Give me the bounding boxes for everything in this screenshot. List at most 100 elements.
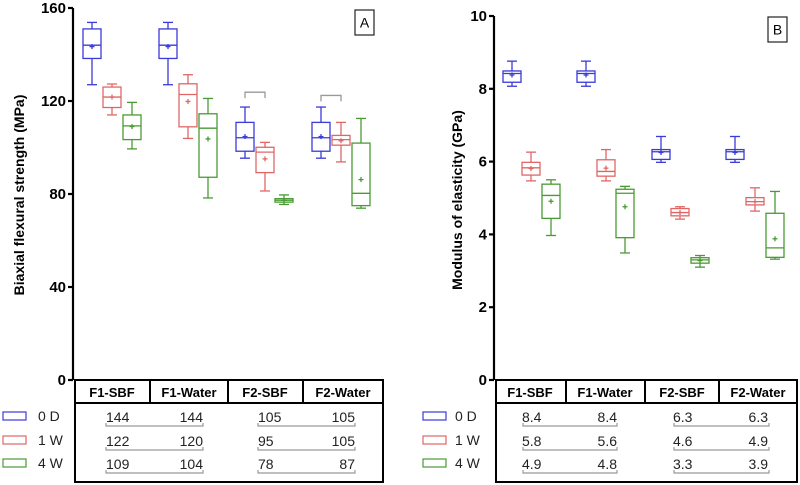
box-plot: [178, 74, 198, 140]
box-iqr: [615, 188, 635, 239]
legend-label: 1 W: [38, 432, 64, 448]
table-header: F2-SBF: [242, 385, 288, 400]
y-tick-label: 40: [49, 279, 66, 296]
box-iqr: [311, 121, 331, 152]
table-cell: 120: [180, 433, 204, 449]
box-iqr: [198, 113, 218, 178]
box-plot: [274, 194, 294, 206]
box-iqr: [158, 28, 178, 60]
legend-swatch: [422, 458, 447, 468]
comparison-bracket: [522, 423, 618, 427]
box-plot: [690, 254, 710, 268]
legend-swatch: [422, 411, 447, 421]
table-header: F1-SBF: [507, 385, 553, 400]
table-header: F2-Water: [730, 385, 785, 400]
table-cell: 3.9: [749, 456, 769, 472]
legend-swatch: [2, 435, 27, 445]
box-iqr: [576, 70, 596, 83]
y-tick-label: 10: [470, 8, 487, 25]
comparison-bracket: [673, 470, 770, 474]
table-cell: 4.9: [749, 433, 769, 449]
significance-bracket: [244, 91, 266, 99]
legend-label: 0 D: [38, 408, 60, 424]
box-plot: [502, 60, 522, 87]
comparison-bracket: [257, 447, 356, 451]
comparison-bracket: [105, 470, 204, 474]
box-plot: [745, 187, 765, 212]
box-iqr: [235, 121, 255, 152]
comparison-bracket: [257, 470, 356, 474]
table-cell: 78: [258, 456, 274, 472]
table-cell: 6.3: [749, 409, 769, 425]
comparison-bracket: [673, 423, 770, 427]
y-tick-label: 4: [479, 226, 488, 243]
table-cell: 104: [180, 456, 204, 472]
box-plot: [576, 60, 596, 87]
comparison-bracket: [522, 470, 618, 474]
y-tick-label: 80: [49, 186, 66, 203]
table-cell: 4.8: [598, 456, 618, 472]
box-iqr: [331, 134, 351, 146]
panel-label: A: [360, 15, 370, 31]
box-plot: [82, 21, 102, 86]
box-plot: [351, 117, 371, 209]
table-cell: 95: [258, 433, 274, 449]
box-plot: [122, 101, 142, 150]
legend-label: 0 D: [455, 408, 477, 424]
comparison-bracket: [105, 423, 204, 427]
box-iqr: [255, 146, 275, 174]
table-header: F1-Water: [161, 385, 216, 400]
table-cell: 144: [106, 409, 130, 425]
box-iqr: [82, 28, 102, 60]
box-plot: [596, 148, 616, 182]
box-plot: [158, 21, 178, 86]
table-header: F2-SBF: [659, 385, 705, 400]
y-tick-label: 160: [41, 0, 66, 17]
y-axis-label: Modulus of elasticity (GPa): [449, 110, 465, 290]
legend-label: 4 W: [455, 455, 481, 471]
panel-b: 0 2 4 6 8 10 Modulus of elasticity (GPa) B F1-SB…: [422, 8, 798, 483]
table-cell: 8.4: [522, 409, 542, 425]
box-iqr: [596, 159, 616, 177]
comparison-bracket: [673, 447, 770, 451]
y-axis-label: Biaxial flexural strength (MPa): [11, 95, 27, 296]
box-iqr: [122, 114, 142, 141]
box-iqr: [502, 70, 522, 83]
table-cell: 6.3: [673, 409, 693, 425]
y-tick-label: 120: [41, 93, 66, 110]
box-iqr: [351, 142, 371, 207]
box-plot: [651, 135, 671, 163]
box-plot: [198, 97, 218, 199]
panel-label-box: [354, 9, 375, 36]
legend-swatch: [422, 435, 447, 445]
y-tick-label: 6: [479, 154, 487, 171]
box-plot: [102, 83, 122, 116]
legend-swatch: [2, 411, 27, 421]
y-tick-label: 0: [479, 372, 487, 389]
table-header: F1-SBF: [89, 385, 135, 400]
box-iqr: [725, 148, 745, 161]
box-iqr: [521, 161, 541, 176]
box-plot: [311, 106, 331, 159]
significance-bracket: [320, 94, 342, 102]
table-cell: 5.6: [598, 433, 618, 449]
legend-label: 1 W: [455, 432, 481, 448]
data-table: [495, 379, 798, 483]
box-iqr: [765, 212, 785, 258]
y-tick-label: 0: [58, 372, 66, 389]
table-cell: 4.6: [673, 433, 693, 449]
table-cell: 5.8: [522, 433, 542, 449]
table-cell: 8.4: [598, 409, 618, 425]
table-header: F1-Water: [577, 385, 632, 400]
panel-label-box: [767, 16, 788, 43]
y-tick-label: 8: [479, 81, 487, 98]
comparison-bracket: [522, 447, 618, 451]
table-cell: 122: [106, 433, 130, 449]
box-iqr: [541, 183, 561, 220]
table-header: F2-Water: [315, 385, 370, 400]
box-plot: [331, 121, 351, 163]
box-plot: [725, 135, 745, 163]
table-cell: 105: [258, 409, 282, 425]
legend-label: 4 W: [38, 455, 64, 471]
